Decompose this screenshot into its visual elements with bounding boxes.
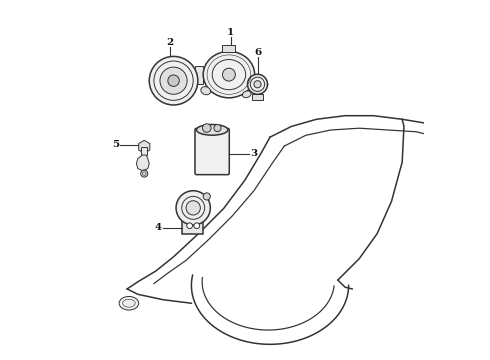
Polygon shape [182, 215, 203, 234]
Ellipse shape [203, 51, 255, 98]
Circle shape [222, 68, 235, 81]
Text: 6: 6 [254, 48, 261, 57]
Ellipse shape [201, 87, 211, 95]
Circle shape [160, 67, 187, 94]
Circle shape [168, 75, 179, 86]
Polygon shape [195, 66, 203, 84]
Circle shape [149, 57, 198, 105]
Circle shape [176, 191, 210, 225]
Text: 3: 3 [250, 149, 257, 158]
Circle shape [186, 201, 200, 215]
Text: 5: 5 [112, 140, 119, 149]
Circle shape [187, 223, 193, 229]
Text: 1: 1 [227, 28, 234, 37]
Ellipse shape [196, 125, 228, 135]
Circle shape [141, 170, 148, 177]
Circle shape [247, 74, 268, 94]
Ellipse shape [243, 91, 251, 98]
Polygon shape [136, 155, 149, 171]
Circle shape [203, 193, 210, 200]
Circle shape [202, 124, 211, 132]
Circle shape [194, 223, 199, 229]
Bar [222, 45, 235, 53]
Circle shape [214, 125, 221, 132]
Polygon shape [139, 140, 150, 153]
Polygon shape [142, 147, 147, 155]
Circle shape [254, 81, 261, 88]
Ellipse shape [119, 296, 139, 310]
Text: 2: 2 [167, 37, 173, 46]
Text: 4: 4 [155, 223, 162, 232]
Polygon shape [252, 94, 263, 100]
FancyBboxPatch shape [195, 129, 229, 175]
